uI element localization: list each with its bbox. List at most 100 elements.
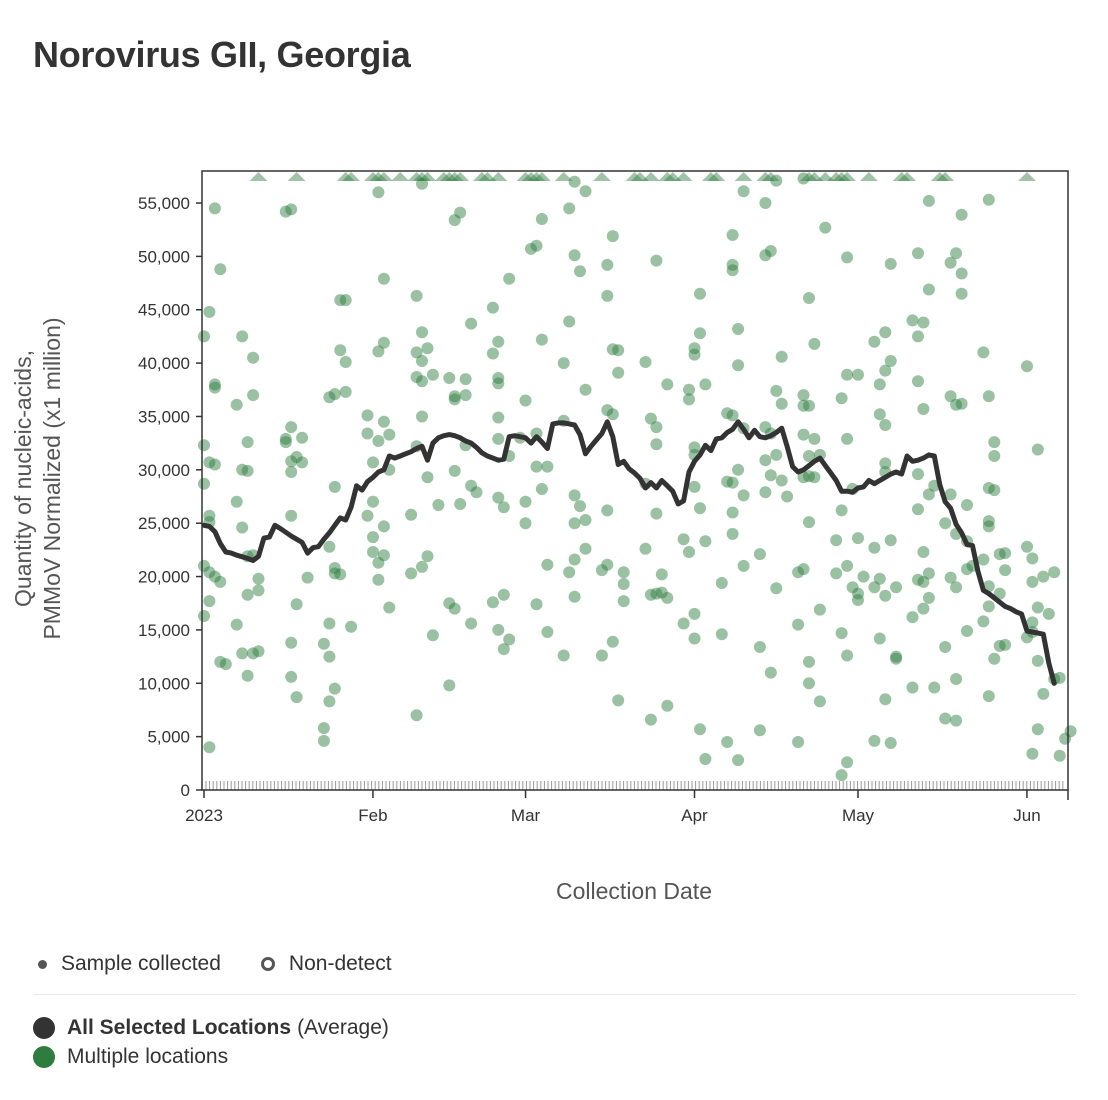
data-point — [917, 602, 930, 615]
x-tick-label: Jun — [1013, 806, 1040, 825]
page-title: Norovirus GII, Georgia — [33, 34, 411, 75]
x-tick-label: 2023 — [185, 806, 223, 825]
data-point — [868, 335, 881, 348]
data-point — [977, 615, 990, 628]
data-point — [334, 568, 347, 581]
above-limit-marker — [734, 172, 753, 181]
data-point — [497, 501, 510, 514]
data-point — [372, 556, 385, 569]
data-point — [917, 403, 930, 415]
data-point — [699, 535, 712, 548]
data-point — [988, 450, 1001, 462]
data-point — [841, 368, 854, 381]
data-point — [803, 292, 815, 304]
data-point — [541, 460, 554, 473]
data-point — [203, 509, 216, 522]
data-point — [1031, 654, 1044, 667]
data-point — [606, 343, 619, 356]
chart: 0 5,000 10,000 15,000 20,000 25,000 30,000 35,0… — [10, 170, 1077, 904]
data-point — [644, 713, 657, 726]
x-axis-title: Collection Date — [556, 878, 712, 904]
data-point — [236, 330, 249, 343]
data-point — [568, 249, 581, 262]
data-point — [214, 575, 227, 588]
data-point — [339, 385, 352, 398]
data-point — [601, 558, 614, 571]
data-point — [879, 419, 892, 431]
data-point — [317, 734, 330, 747]
legend-item-multiple-locations[interactable]: Multiple locations — [33, 1042, 389, 1071]
plot-frame — [201, 170, 1069, 791]
data-point — [999, 638, 1012, 651]
above-limit-marker — [407, 172, 426, 181]
data-point — [372, 573, 385, 586]
data-point — [770, 384, 783, 397]
legend-item-non-detect[interactable]: Non-detect — [260, 952, 392, 976]
data-point — [835, 627, 848, 640]
sample-dot-icon — [38, 959, 47, 969]
data-point — [279, 432, 292, 445]
data-point — [416, 326, 428, 339]
y-tick-label: 10,000 — [138, 674, 190, 693]
data-point — [595, 564, 608, 577]
data-point — [535, 333, 548, 346]
data-point — [764, 469, 777, 482]
above-limit-marker — [756, 172, 775, 181]
data-point — [999, 564, 1012, 577]
data-point — [454, 498, 467, 510]
data-point — [677, 617, 690, 630]
data-point — [198, 610, 210, 622]
data-point — [203, 305, 216, 318]
data-point — [988, 484, 1001, 497]
data-point — [797, 471, 810, 484]
data-point — [803, 450, 815, 462]
data-point — [732, 323, 745, 335]
data-point — [530, 239, 543, 252]
data-point — [759, 454, 772, 467]
above-limit-marker — [489, 172, 508, 181]
data-point — [1064, 725, 1077, 738]
data-point — [982, 600, 995, 613]
data-point — [334, 344, 347, 357]
legend-item-average[interactable]: All Selected Locations (Average) — [33, 1013, 389, 1042]
data-point — [203, 741, 216, 754]
y-tick-label: 50,000 — [138, 247, 190, 266]
legend-item-sample-collected[interactable]: Sample collected — [33, 952, 221, 976]
data-point — [912, 468, 924, 481]
data-point — [208, 381, 221, 394]
data-point — [650, 587, 663, 600]
data-point — [808, 471, 821, 484]
above-limit-marker — [592, 172, 611, 181]
above-limit-marker — [554, 172, 573, 181]
data-point — [410, 371, 423, 383]
data-point — [982, 690, 995, 703]
data-point — [247, 351, 260, 364]
data-point — [732, 359, 745, 372]
data-point — [372, 345, 385, 358]
data-point — [443, 372, 456, 384]
data-point — [857, 570, 870, 583]
data-point — [792, 618, 805, 631]
data-point — [208, 202, 221, 215]
x-axis: 2023 Feb Mar Apr May Jun — [185, 790, 1069, 825]
data-point — [519, 495, 532, 508]
data-point — [557, 649, 570, 662]
above-limit-marker — [936, 172, 955, 181]
data-point — [912, 503, 924, 516]
data-point — [1042, 607, 1055, 620]
data-point — [323, 650, 336, 663]
data-point — [950, 398, 963, 411]
data-point — [241, 464, 254, 477]
above-limit-marker — [532, 172, 551, 181]
data-point — [661, 699, 674, 712]
data-point — [214, 655, 227, 668]
data-point — [721, 407, 734, 420]
data-point — [797, 399, 810, 412]
data-point — [367, 456, 379, 469]
data-point — [601, 258, 614, 271]
data-point — [579, 383, 592, 396]
above-limit-marker — [832, 172, 851, 181]
data-point — [792, 566, 805, 579]
data-point — [208, 458, 221, 471]
data-point — [775, 397, 788, 410]
